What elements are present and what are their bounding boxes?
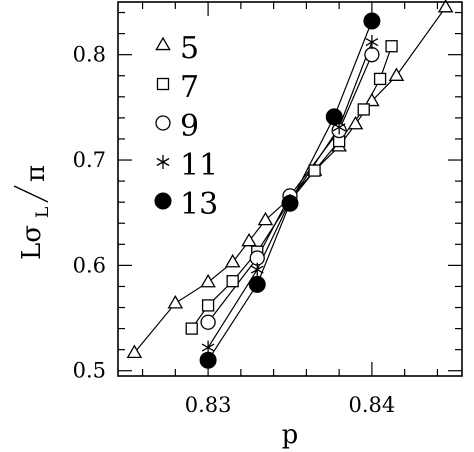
y-tick-label: 0.6 xyxy=(73,253,106,277)
x-tick-label: 0.84 xyxy=(349,393,396,417)
axis-ticks xyxy=(118,2,462,376)
triangle-marker xyxy=(388,67,405,81)
point-5 xyxy=(167,295,184,309)
y-tick-label: 0.8 xyxy=(73,43,106,67)
filled-circle-marker xyxy=(281,194,299,212)
legend-marker-11 xyxy=(156,155,170,169)
square-marker xyxy=(373,72,387,86)
point-11 xyxy=(365,35,379,50)
triangle-marker xyxy=(347,115,364,130)
asterisk-stroke xyxy=(156,157,170,167)
triangle-marker xyxy=(155,36,171,51)
legend-marker-7 xyxy=(156,77,170,91)
triangle-marker xyxy=(224,253,241,268)
legend-marker-9 xyxy=(155,115,171,131)
x-tick-label: 0.83 xyxy=(185,393,232,417)
triangle-marker xyxy=(200,273,216,288)
triangle-marker xyxy=(437,0,454,13)
point-5 xyxy=(364,92,380,107)
legend-label-7: 7 xyxy=(180,70,199,105)
square-marker xyxy=(308,164,321,177)
triangle-marker xyxy=(126,344,143,359)
point-13 xyxy=(325,108,343,126)
legend-label-11: 11 xyxy=(180,148,218,183)
point-7 xyxy=(357,103,370,116)
y-axis-title-slash xyxy=(13,185,49,203)
y-axis-title-denominator: π xyxy=(21,165,51,182)
asterisk-stroke xyxy=(250,265,264,274)
point-5 xyxy=(347,115,364,130)
y-axis-title: Lσ L π xyxy=(13,165,53,260)
y-tick-label: 0.7 xyxy=(73,148,106,172)
point-7 xyxy=(308,164,321,177)
point-5 xyxy=(126,344,143,359)
y-axis-title-subscript: L xyxy=(33,207,53,218)
circle-marker xyxy=(364,47,380,63)
square-marker xyxy=(357,103,370,116)
triangle-marker xyxy=(241,232,257,247)
y-axis-title-base: Lσ xyxy=(17,225,47,260)
square-marker xyxy=(156,77,170,91)
triangle-marker xyxy=(167,295,184,309)
point-7 xyxy=(185,322,198,335)
point-7 xyxy=(385,40,398,53)
axis-tick-labels: 0.83 0.84 0.5 0.6 0.7 0.8 xyxy=(73,43,396,417)
plot-frame xyxy=(117,1,463,377)
point-13 xyxy=(248,275,266,293)
square-marker xyxy=(185,322,198,335)
legend-marker-13 xyxy=(154,192,172,210)
series-line-7 xyxy=(191,46,393,329)
series-markers xyxy=(126,0,454,369)
filled-circle-marker xyxy=(325,108,343,126)
point-7 xyxy=(373,72,387,86)
point-7 xyxy=(201,299,215,312)
filled-circle-marker xyxy=(248,275,266,293)
point-9 xyxy=(200,314,216,330)
point-7 xyxy=(226,275,239,288)
square-marker xyxy=(385,40,398,53)
legend-label-5: 5 xyxy=(180,31,199,66)
circle-marker xyxy=(155,115,171,131)
asterisk-stroke xyxy=(365,37,379,47)
point-5 xyxy=(241,232,257,247)
legend-label-9: 9 xyxy=(180,109,199,144)
square-marker xyxy=(226,275,239,288)
x-axis-title: p xyxy=(282,420,299,450)
legend: 5 7 9 11 13 xyxy=(154,31,218,222)
circle-marker xyxy=(200,314,216,330)
legend-label-13: 13 xyxy=(180,187,218,222)
triangle-marker xyxy=(257,211,274,226)
point-11 xyxy=(250,262,264,277)
point-5 xyxy=(200,273,216,288)
point-13 xyxy=(281,194,299,212)
y-tick-label: 0.5 xyxy=(73,359,106,383)
point-9 xyxy=(364,47,380,63)
point-5 xyxy=(388,67,405,81)
triangle-marker xyxy=(364,92,380,107)
asterisk-stroke xyxy=(201,343,215,352)
point-5 xyxy=(224,253,241,268)
point-5 xyxy=(257,211,274,226)
filled-circle-marker xyxy=(154,192,172,210)
legend-marker-5 xyxy=(155,36,171,51)
square-marker xyxy=(201,299,215,312)
point-5 xyxy=(437,0,454,13)
